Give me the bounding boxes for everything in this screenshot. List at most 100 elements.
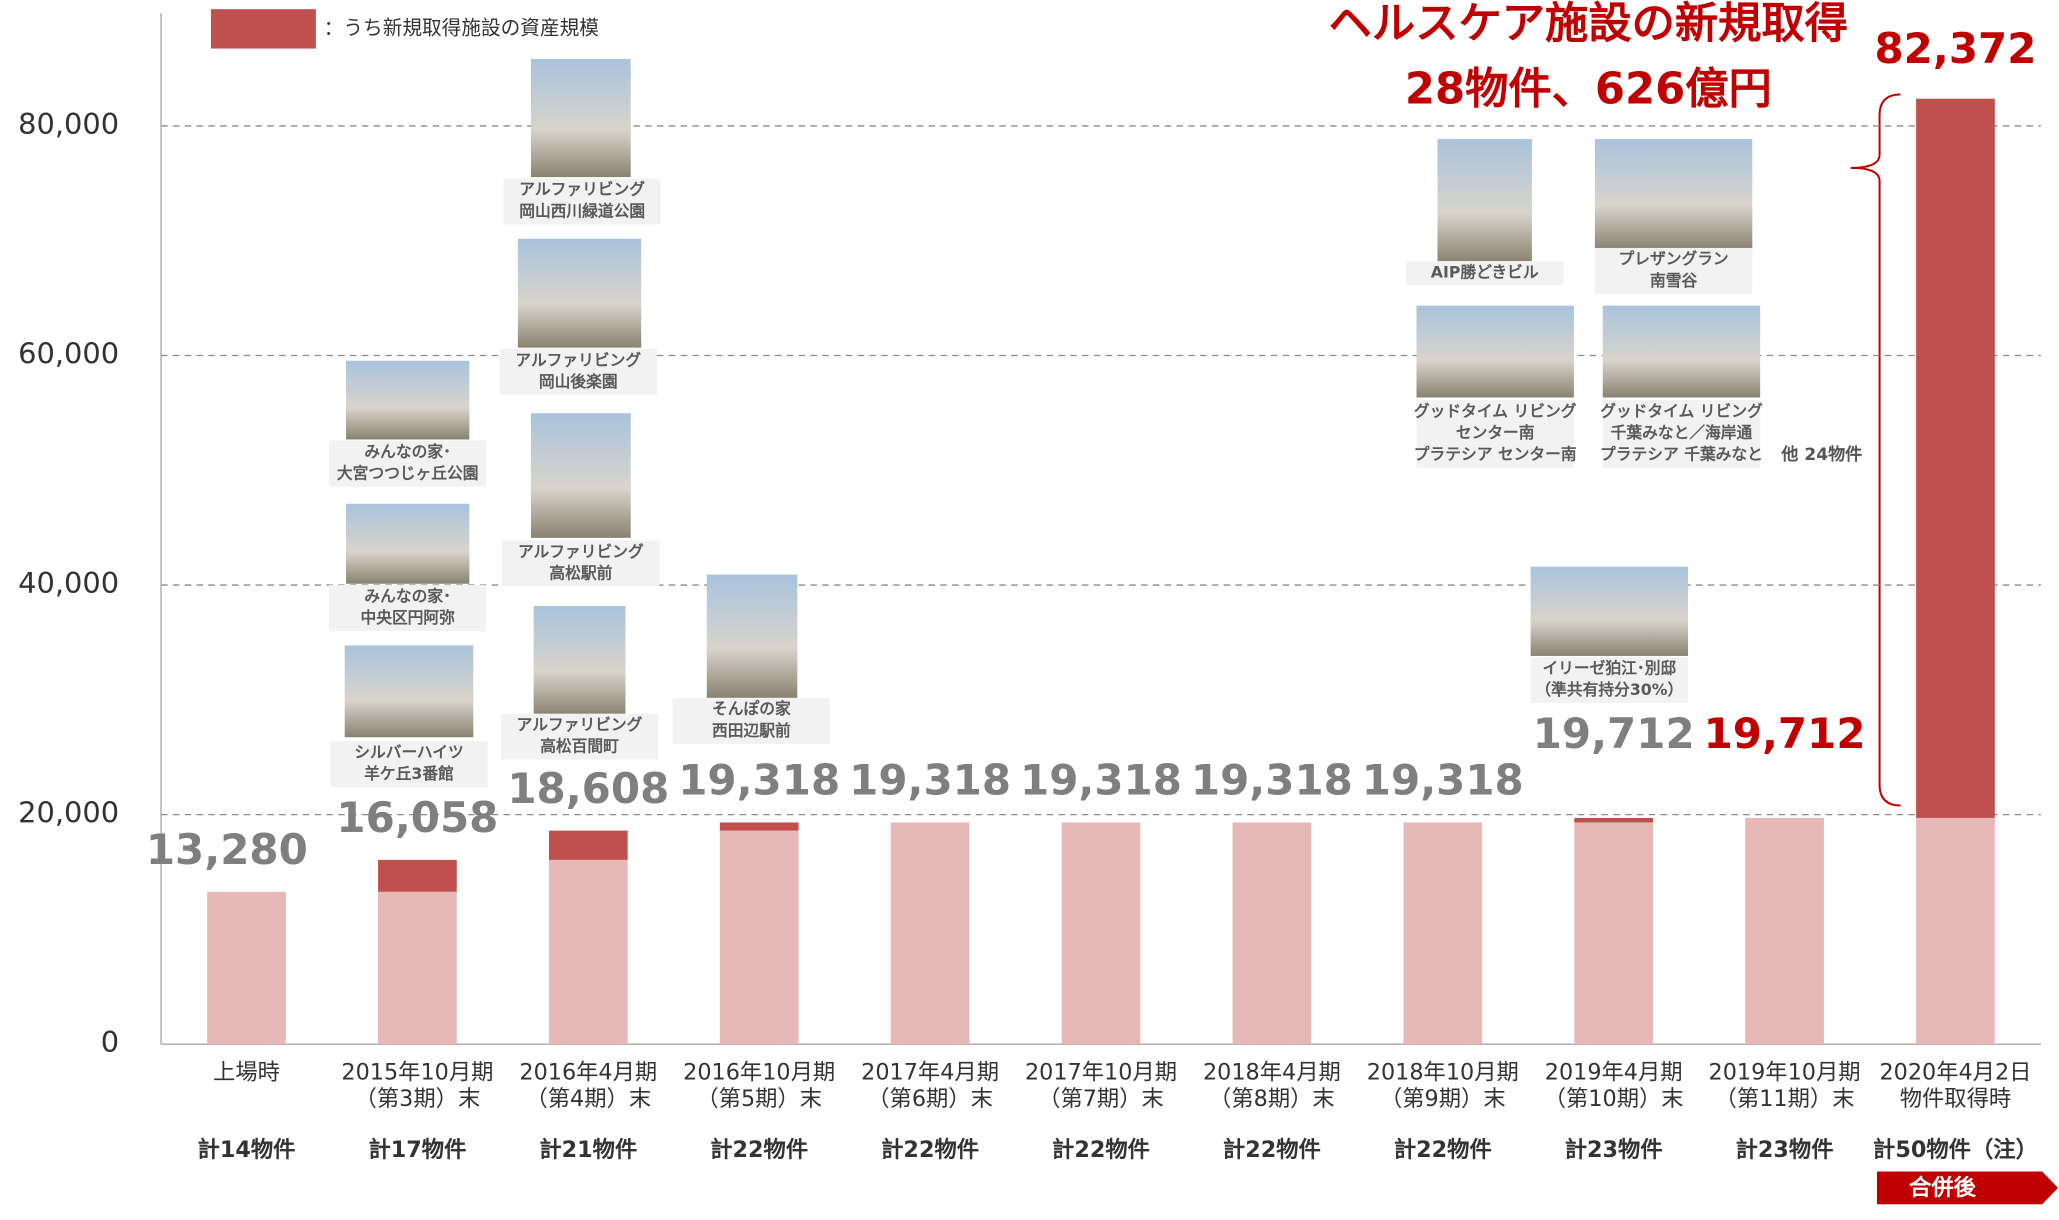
bar-segment xyxy=(1403,822,1483,1045)
x-tick-label: （第7期）末 xyxy=(1038,1086,1164,1112)
bar-segment xyxy=(378,891,457,1045)
property-photo xyxy=(517,238,642,348)
bar-segment xyxy=(890,822,970,1045)
y-tick-label: 80,000 xyxy=(18,107,119,141)
bar-segment xyxy=(378,859,457,892)
property-photo xyxy=(1437,139,1532,263)
property-photo xyxy=(533,606,626,715)
bar-segment xyxy=(548,859,628,1045)
bar-segment xyxy=(1916,98,1995,818)
total-label: 18,608 xyxy=(507,764,669,813)
property-caption: グッドタイム リビング xyxy=(1600,401,1763,420)
merger-arrow xyxy=(1876,1171,2058,1205)
property-caption: （準共有持分30%） xyxy=(1535,680,1683,699)
y-tick-label: 20,000 xyxy=(18,796,119,830)
property-caption: プラテシア 千葉みなと xyxy=(1600,445,1763,464)
y-tick-label: 0 xyxy=(101,1025,119,1059)
property-caption: アルファリビング xyxy=(515,350,641,369)
x-tick-label: 2016年10月期 xyxy=(683,1060,835,1086)
property-photo xyxy=(531,59,631,178)
total-label: 19,318 xyxy=(1020,756,1182,805)
property-photo xyxy=(1594,139,1753,250)
property-caption: イリーゼ狛江･別邸 xyxy=(1542,659,1676,678)
legend-label: ：うち新規取得施設の資産規模 xyxy=(324,16,599,39)
bar-segment xyxy=(719,830,799,1045)
property-count: 計22物件 xyxy=(881,1136,979,1163)
bar-segment xyxy=(1574,817,1654,823)
total-label: 82,372 xyxy=(1874,24,2036,73)
x-tick-label: （第11期）末 xyxy=(1715,1086,1855,1112)
property-caption: 羊ケ丘3番館 xyxy=(364,764,454,783)
property-caption: 南雪谷 xyxy=(1650,271,1697,290)
property-count: 計21物件 xyxy=(539,1136,637,1163)
brace xyxy=(1850,93,1901,807)
caption-background xyxy=(499,348,657,395)
total-label: 16,058 xyxy=(336,793,498,842)
caption-background xyxy=(502,540,660,587)
property-photo xyxy=(344,645,474,738)
annotation: ヘルスケア施設の新規取得 xyxy=(1329,0,1848,49)
property-caption: 岡山西川緑道公園 xyxy=(519,201,645,220)
total-label: 19,318 xyxy=(849,756,1011,805)
x-tick-label: （第5期）末 xyxy=(696,1086,822,1112)
property-count: 計23物件 xyxy=(1736,1136,1834,1163)
property-caption: みんなの家･ xyxy=(364,442,451,461)
total-label: 19,318 xyxy=(1362,756,1524,805)
x-tick-label: 2017年10月期 xyxy=(1025,1060,1177,1086)
total-label: 19,712 xyxy=(1533,709,1695,758)
property-count: 計22物件 xyxy=(710,1136,808,1163)
merger-label: 合併後 xyxy=(1909,1174,1977,1201)
x-tick-label: （第9期）末 xyxy=(1380,1086,1506,1112)
y-tick-label: 60,000 xyxy=(18,337,119,371)
x-tick-label: 2018年10月期 xyxy=(1367,1060,1519,1086)
property-caption: センター南 xyxy=(1456,423,1535,442)
property-count: 計22物件 xyxy=(1223,1136,1321,1163)
annotation: 28物件、626億円 xyxy=(1405,64,1772,114)
caption-background xyxy=(328,585,487,631)
property-caption: 大宮つつじヶ丘公園 xyxy=(337,464,479,483)
total-label: 19,712 xyxy=(1704,709,1866,758)
property-caption: みんなの家･ xyxy=(364,586,451,605)
bar-segment xyxy=(1574,822,1654,1045)
property-caption: アルファリビング xyxy=(519,180,645,199)
property-photo xyxy=(1416,305,1574,398)
property-caption: 中央区円阿弥 xyxy=(360,608,455,627)
property-caption: アルファリビング xyxy=(517,715,643,734)
x-tick-label: 2016年4月期 xyxy=(519,1060,657,1086)
caption-background xyxy=(1602,400,1761,468)
legend-swatch xyxy=(210,9,316,49)
property-caption: アルファリビング xyxy=(518,542,644,561)
x-tick-label: 2017年4月期 xyxy=(861,1060,999,1086)
total-label: 19,318 xyxy=(1191,756,1353,805)
property-photo xyxy=(1602,305,1761,398)
x-tick-label: 2020年4月2日 xyxy=(1879,1060,2031,1086)
x-tick-label: 2018年4月期 xyxy=(1203,1060,1341,1086)
property-count: 計50物件（注） xyxy=(1873,1136,2038,1163)
property-caption: シルバーハイツ xyxy=(354,742,464,761)
caption-background xyxy=(503,178,661,225)
property-caption: 千葉みなと／海岸通 xyxy=(1611,423,1753,442)
total-label: 19,318 xyxy=(678,756,840,805)
property-photo xyxy=(1530,566,1689,656)
property-photo xyxy=(706,574,798,698)
property-caption: プラテシア センター南 xyxy=(1414,445,1577,464)
y-tick-label: 40,000 xyxy=(18,566,119,600)
property-caption: そんぽの家 xyxy=(712,699,791,718)
caption-background xyxy=(1594,247,1753,294)
x-tick-label: （第10期）末 xyxy=(1544,1086,1684,1112)
caption-background xyxy=(328,440,487,487)
property-caption: 高松百間町 xyxy=(540,737,619,756)
property-caption: 高松駅前 xyxy=(549,563,612,582)
others-note: 他 24物件 xyxy=(1780,444,1862,465)
property-caption: 西田辺駅前 xyxy=(712,721,791,740)
x-tick-label: （第4期）末 xyxy=(525,1086,651,1112)
bar-segment xyxy=(207,891,286,1045)
caption-background xyxy=(1405,261,1564,286)
caption-background xyxy=(1416,400,1574,468)
property-photo xyxy=(346,503,470,584)
property-count: 計23物件 xyxy=(1565,1136,1663,1163)
property-caption: 岡山後楽園 xyxy=(539,372,618,391)
x-tick-label: 物件取得時 xyxy=(1900,1086,2011,1112)
bar-segment xyxy=(1061,822,1141,1045)
